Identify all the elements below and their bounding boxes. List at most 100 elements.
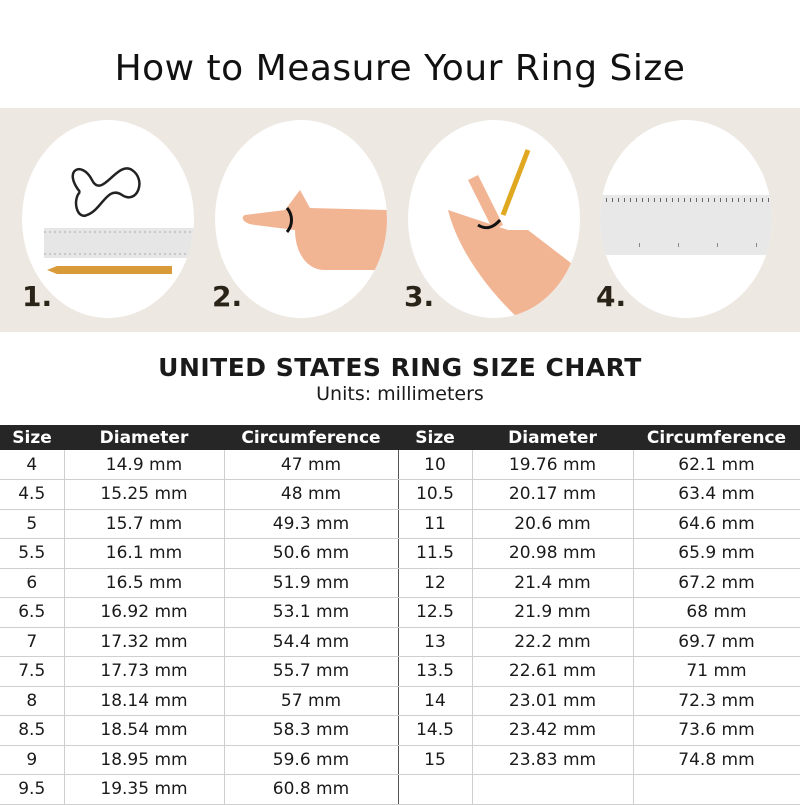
table-row: 7.5 17.73 mm 55.7 mm 13.5 22.61 mm 71 mm (0, 656, 800, 687)
table-cell: 15.7 mm (64, 509, 225, 539)
table-cell: 10 (398, 450, 473, 480)
table-cell: 63.4 mm (633, 479, 800, 510)
table-cell: 74.8 mm (633, 745, 800, 775)
table-cell: 17.32 mm (64, 627, 225, 657)
table-cell: 65.9 mm (633, 538, 800, 569)
table-cell: 15 (398, 745, 473, 775)
table-cell: 23.01 mm (472, 686, 634, 716)
table-cell: 8.5 (0, 715, 65, 746)
column-header: Diameter (472, 425, 633, 450)
table-cell: 62.1 mm (633, 450, 800, 480)
table-cell: 12.5 (398, 597, 473, 628)
table-cell: 23.42 mm (472, 715, 634, 746)
table-cell: 22.61 mm (472, 656, 634, 687)
table-cell: 64.6 mm (633, 509, 800, 539)
table-cell: 59.6 mm (224, 745, 399, 775)
step-number: 3. (404, 280, 435, 313)
step-number: 2. (212, 280, 243, 313)
table-cell: 9 (0, 745, 65, 775)
table-row: 7 17.32 mm 54.4 mm 13 22.2 mm 69.7 mm (0, 627, 800, 657)
table-cell: 16.1 mm (64, 538, 225, 569)
table-cell: 14.5 (398, 715, 473, 746)
table-cell: 57 mm (224, 686, 399, 716)
table-cell: 54.4 mm (224, 627, 399, 657)
table-cell: 5 (0, 509, 65, 539)
table-cell: 7.5 (0, 656, 65, 687)
table-cell: 20.6 mm (472, 509, 634, 539)
table-row: 8 18.14 mm 57 mm 14 23.01 mm 72.3 mm (0, 686, 800, 716)
column-header: Size (0, 425, 64, 450)
table-cell: 48 mm (224, 479, 399, 510)
table-cell: 13 (398, 627, 473, 657)
table-cell (633, 774, 800, 805)
table-row: 5 15.7 mm 49.3 mm 11 20.6 mm 64.6 mm (0, 509, 800, 539)
table-cell: 5.5 (0, 538, 65, 569)
table-cell: 60.8 mm (224, 774, 399, 805)
table-cell: 20.98 mm (472, 538, 634, 569)
table-cell: 16.5 mm (64, 568, 225, 598)
table-row: 6 16.5 mm 51.9 mm 12 21.4 mm 67.2 mm (0, 568, 800, 598)
table-cell: 18.54 mm (64, 715, 225, 746)
table-cell: 67.2 mm (633, 568, 800, 598)
table-cell: 50.6 mm (224, 538, 399, 569)
table-cell: 16.92 mm (64, 597, 225, 628)
table-cell: 7 (0, 627, 65, 657)
table-cell: 19.76 mm (472, 450, 634, 480)
page-title: How to Measure Your Ring Size (114, 48, 686, 89)
table-cell: 69.7 mm (633, 627, 800, 657)
table-cell: 51.9 mm (224, 568, 399, 598)
table-cell: 18.95 mm (64, 745, 225, 775)
table-row: 5.5 16.1 mm 50.6 mm 11.5 20.98 mm 65.9 mm (0, 538, 800, 569)
units-label: Units: millimeters (316, 383, 484, 405)
table-cell: 4 (0, 450, 65, 480)
table-cell: 19.35 mm (64, 774, 225, 805)
table-cell: 9.5 (0, 774, 65, 805)
table-cell: 13.5 (398, 656, 473, 687)
table-cell: 8 (0, 686, 65, 716)
table-cell: 4.5 (0, 479, 65, 510)
table-row: 4.5 15.25 mm 48 mm 10.5 20.17 mm 63.4 mm (0, 479, 800, 510)
step-number: 1. (22, 280, 53, 313)
column-header: Diameter (64, 425, 224, 450)
table-cell: 58.3 mm (224, 715, 399, 746)
chart-title: UNITED STATES RING SIZE CHART (158, 353, 642, 382)
table-cell: 17.73 mm (64, 656, 225, 687)
table-cell: 55.7 mm (224, 656, 399, 687)
column-header: Circumference (633, 425, 800, 450)
step-number: 4. (596, 280, 627, 313)
table-cell: 20.17 mm (472, 479, 634, 510)
table-cell: 21.9 mm (472, 597, 634, 628)
table-cell: 10.5 (398, 479, 473, 510)
table-cell: 12 (398, 568, 473, 598)
table-cell: 68 mm (633, 597, 800, 628)
table-cell: 71 mm (633, 656, 800, 687)
table-cell: 6 (0, 568, 65, 598)
table-cell: 23.83 mm (472, 745, 634, 775)
table-cell: 53.1 mm (224, 597, 399, 628)
table-cell: 11 (398, 509, 473, 539)
string-ruler-pencil-icon (22, 120, 194, 318)
ring-size-table: Size Diameter Circumference Size Diameter Cir… (0, 425, 800, 805)
table-cell: 6.5 (0, 597, 65, 628)
steps-band: 1. 2. 3. 4. (0, 108, 800, 332)
table-row: 6.5 16.92 mm 53.1 mm 12.5 21.9 mm 68 mm (0, 597, 800, 628)
table-row: 4 14.9 mm 47 mm 10 19.76 mm 62.1 mm (0, 450, 800, 480)
ruler-icon (600, 120, 772, 318)
table-row: 9 18.95 mm 59.6 mm 15 23.83 mm 74.8 mm (0, 745, 800, 775)
table-cell: 18.14 mm (64, 686, 225, 716)
mark-string-icon (408, 120, 580, 318)
table-cell: 72.3 mm (633, 686, 800, 716)
table-cell: 49.3 mm (224, 509, 399, 539)
table-cell: 47 mm (224, 450, 399, 480)
table-cell: 14.9 mm (64, 450, 225, 480)
table-cell: 15.25 mm (64, 479, 225, 510)
table-cell: 73.6 mm (633, 715, 800, 746)
table-cell: 21.4 mm (472, 568, 634, 598)
column-header: Size (398, 425, 472, 450)
column-header: Circumference (224, 425, 398, 450)
finger-wrap-icon (215, 120, 387, 318)
table-row: 9.5 19.35 mm 60.8 mm (0, 774, 800, 805)
table-row: 8.5 18.54 mm 58.3 mm 14.5 23.42 mm 73.6 mm (0, 715, 800, 746)
table-cell: 22.2 mm (472, 627, 634, 657)
table-cell: 11.5 (398, 538, 473, 569)
